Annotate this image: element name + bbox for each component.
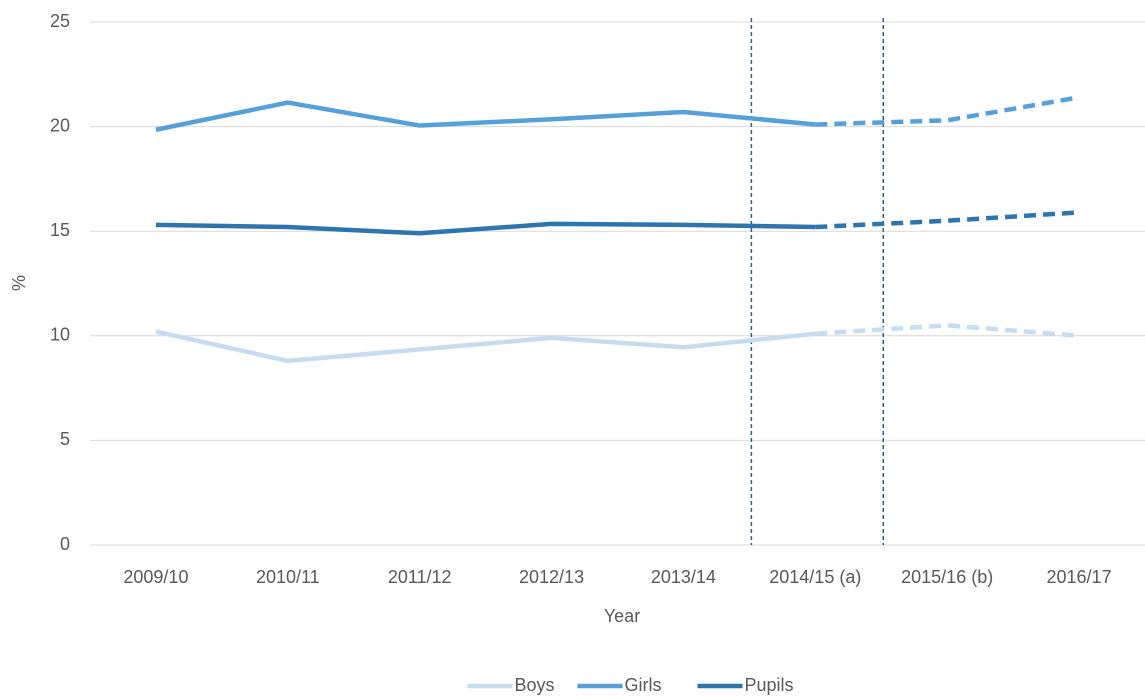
series-line: [155, 329, 816, 364]
y-tick-label: 0: [60, 534, 70, 554]
series-line: [815, 210, 1080, 230]
x-tick-label: 2009/10: [123, 567, 188, 587]
series-line: [815, 95, 1080, 127]
x-tick-label: 2014/15 (a): [769, 567, 861, 587]
y-tick-label: 5: [60, 429, 70, 449]
legend-label: Girls: [625, 675, 662, 695]
x-tick-label: 2011/12: [388, 567, 452, 587]
y-tick-label: 10: [50, 325, 70, 345]
x-tick-label: 2013/14: [651, 567, 716, 587]
y-tick-label: 20: [50, 115, 70, 135]
x-tick-label: 2012/13: [519, 567, 584, 587]
y-axis-title: %: [9, 275, 29, 291]
series-line: [155, 100, 816, 132]
y-tick-label: 25: [50, 11, 70, 31]
legend-label: Boys: [515, 675, 555, 695]
x-tick-label: 2010/11: [256, 567, 320, 587]
x-axis-title: Year: [604, 606, 640, 626]
y-tick-label: 15: [50, 220, 70, 240]
x-tick-label: 2015/16 (b): [901, 567, 993, 587]
series-line: [155, 221, 816, 236]
series-line: [815, 323, 1080, 339]
legend-label: Pupils: [745, 675, 794, 695]
x-tick-label: 2016/17: [1047, 567, 1112, 587]
